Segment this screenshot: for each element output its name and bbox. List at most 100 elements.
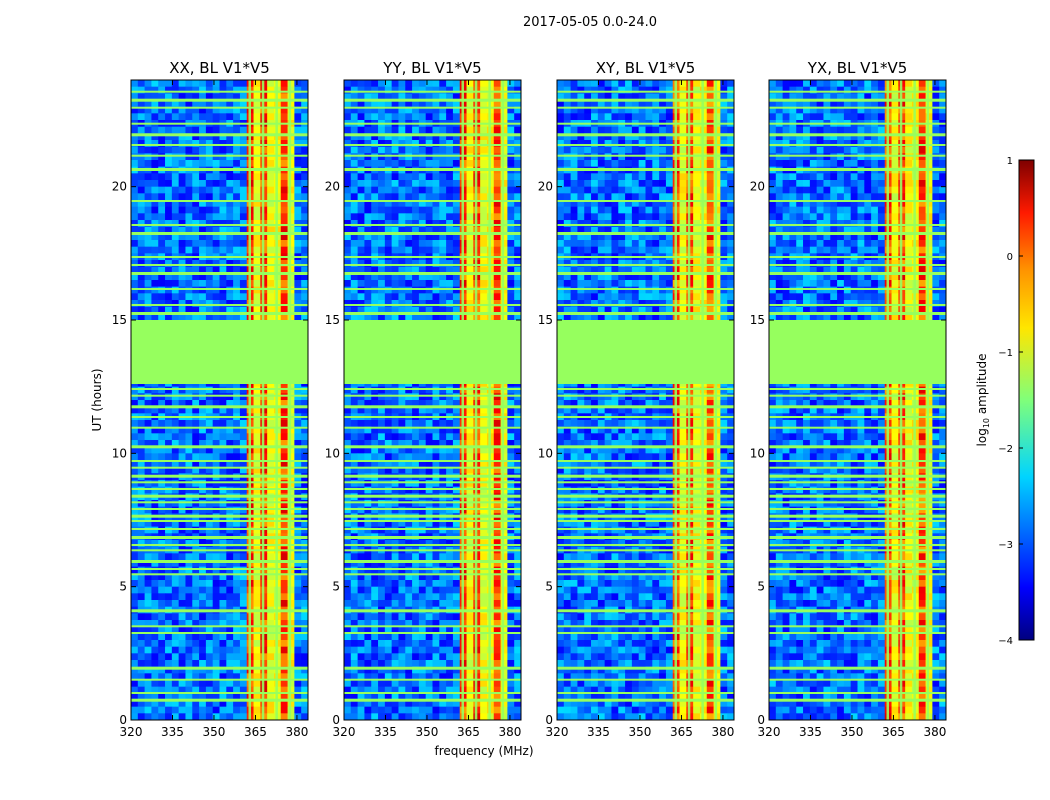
heatmap-cell	[412, 186, 420, 194]
heatmap-cell	[514, 673, 522, 681]
heatmap-cell	[466, 220, 474, 228]
heatmap-cell	[350, 113, 359, 121]
heatmap-cell	[192, 660, 200, 668]
heatmap-cell	[439, 673, 447, 681]
heatmap-cell	[301, 233, 309, 241]
heatmap-cell	[432, 520, 440, 528]
heatmap-cell	[171, 133, 180, 141]
heatmap-cell	[219, 86, 227, 94]
heatmap-cell	[439, 466, 447, 474]
heatmap-cell	[199, 613, 207, 621]
heatmap-cell	[507, 480, 515, 488]
heatmap-cell	[137, 266, 146, 274]
heatmap-cell	[493, 593, 501, 601]
heatmap-cell	[219, 153, 227, 161]
heatmap-cell	[480, 433, 488, 441]
heatmap-cell	[280, 480, 288, 488]
heatmap-cell	[378, 666, 386, 674]
heatmap-cell	[192, 226, 200, 234]
heatmap-cell	[219, 593, 227, 601]
heatmap-cell	[500, 580, 508, 588]
heatmap-cell	[439, 613, 447, 621]
heatmap-cell	[412, 613, 420, 621]
heatmap-cell	[425, 680, 433, 688]
heatmap-cell	[171, 540, 180, 548]
heatmap-cell	[171, 433, 180, 441]
heatmap-cell	[446, 400, 454, 408]
heatmap-cell	[205, 426, 214, 434]
heatmap-cell	[507, 313, 515, 321]
heatmap-cell	[493, 153, 501, 161]
heatmap-cell	[405, 686, 413, 694]
heatmap-cell	[384, 640, 393, 648]
heatmap-cell	[219, 420, 227, 428]
heatmap-cell	[391, 433, 399, 441]
heatmap-cell	[357, 286, 365, 294]
heatmap-cell	[267, 460, 275, 468]
heatmap-cell	[384, 386, 393, 394]
heatmap-cell	[219, 233, 227, 241]
heatmap-cell	[239, 286, 248, 294]
heatmap-cell	[507, 286, 515, 294]
heatmap-cell	[432, 306, 440, 314]
heatmap-cell	[294, 213, 302, 221]
heatmap-cell	[425, 200, 433, 208]
heatmap-cell	[253, 86, 261, 94]
heatmap-cell	[371, 600, 379, 608]
heatmap-cell	[239, 426, 248, 434]
heatmap-cell	[405, 506, 413, 514]
heatmap-cell	[144, 153, 152, 161]
heatmap-cell	[507, 573, 515, 581]
heatmap-cell	[199, 620, 207, 628]
heatmap-cell	[405, 540, 413, 548]
flagged-line	[131, 445, 308, 449]
heatmap-cell	[131, 206, 139, 214]
heatmap-cell	[137, 520, 146, 528]
heatmap-cell	[507, 133, 515, 141]
heatmap-cell	[131, 593, 139, 601]
heatmap-cell	[151, 293, 159, 301]
heatmap-cell	[412, 193, 420, 201]
heatmap-cell	[212, 446, 220, 454]
heatmap-cell	[452, 646, 461, 654]
heatmap-cell	[192, 126, 200, 134]
heatmap-cell	[233, 613, 241, 621]
heatmap-cell	[412, 306, 420, 314]
heatmap-cell	[178, 573, 186, 581]
heatmap-cell	[239, 106, 248, 114]
heatmap-cell	[405, 180, 413, 188]
heatmap-cell	[253, 560, 261, 568]
heatmap-cell	[301, 446, 309, 454]
heatmap-cell	[226, 440, 234, 448]
heatmap-cell	[480, 300, 488, 308]
heatmap-cell	[391, 213, 399, 221]
heatmap-cell	[171, 500, 180, 508]
heatmap-cell	[364, 653, 372, 661]
heatmap-cell	[131, 666, 139, 674]
heatmap-cell	[294, 140, 302, 148]
heatmap-cell	[350, 660, 359, 668]
heatmap-cell	[151, 660, 159, 668]
heatmap-cell	[199, 280, 207, 288]
heatmap-cell	[294, 446, 302, 454]
heatmap-cell	[391, 526, 399, 534]
heatmap-cell	[185, 126, 193, 134]
heatmap-cell	[192, 693, 200, 701]
heatmap-cell	[219, 386, 227, 394]
heatmap-cell	[364, 580, 372, 588]
heatmap-cell	[466, 560, 474, 568]
heatmap-cell	[418, 200, 427, 208]
heatmap-cell	[350, 446, 359, 454]
heatmap-cell	[432, 653, 440, 661]
heatmap-cell	[253, 660, 261, 668]
heatmap-cell	[405, 240, 413, 248]
heatmap-cell	[507, 306, 515, 314]
heatmap-cell	[301, 180, 309, 188]
heatmap-cell	[412, 153, 420, 161]
heatmap-cell	[439, 626, 447, 634]
heatmap-cell	[144, 133, 152, 141]
heatmap-cell	[185, 626, 193, 634]
heatmap-cell	[384, 406, 393, 414]
heatmap-cell	[344, 140, 352, 148]
heatmap-cell	[151, 646, 159, 654]
